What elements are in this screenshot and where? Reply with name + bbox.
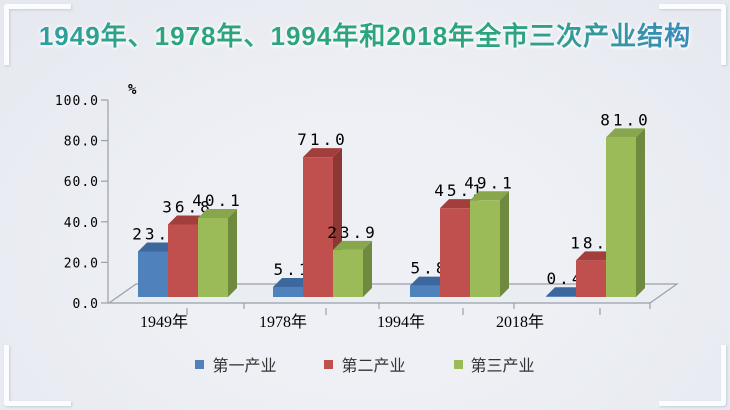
legend-label: 第二产业 [341, 358, 406, 375]
bar-front-face [168, 224, 198, 297]
bar-top-face [138, 242, 177, 252]
bar-value-label: 0.4 [547, 269, 585, 288]
y-tick-label: 100.0 [55, 94, 99, 109]
bar-front-face [606, 137, 636, 297]
bar-front-face [546, 296, 576, 297]
bar-value-label: 23.9 [327, 223, 378, 242]
bar-front-face [410, 285, 440, 297]
legend-label: 第三产业 [470, 358, 535, 375]
bar-value-label: 18.6 [570, 233, 621, 252]
bar-front-face [303, 157, 333, 297]
bar-top-face [273, 277, 312, 287]
bar-value-label: 45.1 [434, 181, 485, 200]
bar-top-face [198, 209, 237, 219]
bar-value-label: 49.1 [464, 173, 515, 192]
y-tick-label: 40.0 [64, 216, 99, 231]
legend-swatch [195, 359, 205, 369]
corner-decoration-bottom-right [659, 345, 726, 406]
bar-top-face [440, 199, 479, 209]
bar-front-face [440, 208, 470, 297]
y-axis-unit-label: % [128, 82, 137, 98]
chart-legend: 第一产业 第二产业 第三产业 [0, 352, 730, 376]
bar-value-label: 5.8 [411, 259, 449, 278]
bar-side-face [363, 240, 372, 297]
y-tick-label: 80.0 [64, 135, 99, 150]
bar-top-face [470, 191, 509, 201]
bar-top-face [576, 251, 615, 261]
category-label: 1978年 [259, 313, 307, 331]
bar-front-face [138, 251, 168, 297]
bar-value-label: 23.1 [132, 224, 183, 243]
corner-decoration-top-left [4, 4, 71, 65]
y-tick-label: 60.0 [64, 175, 99, 190]
corner-decoration-bottom-left [4, 345, 71, 406]
bar-side-face [500, 191, 509, 297]
bar-front-face [273, 286, 303, 297]
bar-value-label: 71.0 [297, 130, 348, 149]
category-label: 2018年 [496, 313, 544, 331]
chart-title: 1949年、1978年、1994年和2018年全市三次产业结构 [0, 16, 730, 53]
y-tick-label: 0.0 [73, 297, 99, 312]
legend-swatch [453, 359, 463, 369]
category-label: 1994年 [377, 313, 425, 331]
bar-side-face [636, 128, 645, 297]
y-tick-label: 20.0 [64, 256, 99, 271]
bar-top-face [606, 128, 645, 138]
bar-front-face [576, 260, 606, 297]
legend-swatch [324, 359, 334, 369]
category-label: 1949年 [140, 313, 188, 331]
bar-top-face [546, 287, 585, 297]
bar-value-label: 36.8 [162, 198, 213, 217]
bar-top-face [168, 215, 207, 225]
bar-front-face [333, 249, 363, 297]
bar-value-label: 40.1 [192, 191, 243, 210]
bar-front-face [198, 218, 228, 297]
legend-item-1: 第二产业 [324, 352, 406, 376]
bar-side-face [228, 209, 237, 297]
bar-top-face [303, 148, 342, 158]
bar-front-face [470, 200, 500, 297]
bar-value-label: 81.0 [600, 110, 651, 129]
corner-decoration-top-right [659, 4, 726, 65]
chart-floor [107, 283, 679, 304]
legend-item-2: 第三产业 [453, 352, 535, 376]
bar-value-label: 5.1 [274, 260, 312, 279]
legend-item-0: 第一产业 [195, 352, 276, 376]
bar-top-face [410, 276, 449, 286]
legend-label: 第一产业 [212, 358, 277, 375]
bar-top-face [333, 240, 372, 250]
